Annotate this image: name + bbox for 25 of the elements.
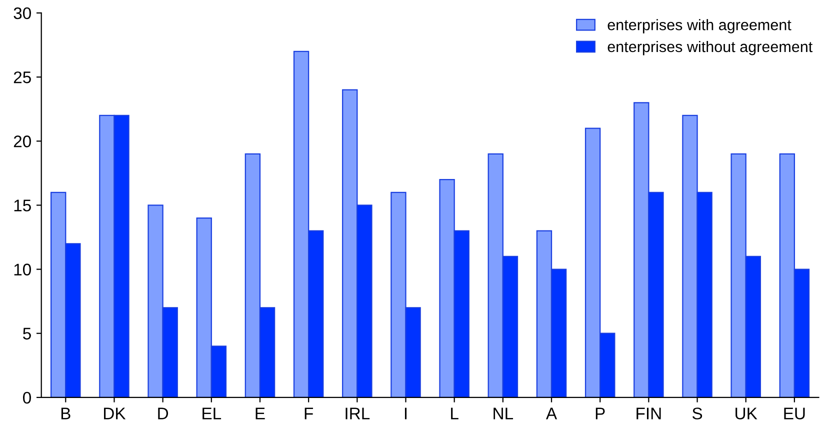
x-tick-label: EU bbox=[784, 408, 805, 420]
y-tick-label: 10 bbox=[14, 264, 31, 276]
x-tick-label: UK bbox=[736, 408, 758, 420]
x-tick-label: B bbox=[61, 408, 70, 420]
x-tick-label: A bbox=[546, 408, 558, 420]
x-tick-label: FIN bbox=[636, 408, 661, 420]
x-tick-label: S bbox=[692, 408, 702, 420]
y-tick-label: 0 bbox=[23, 392, 31, 404]
legend-label: enterprises without agreement bbox=[608, 40, 813, 56]
x-tick-label: E bbox=[256, 408, 265, 420]
x-tick-label: I bbox=[404, 408, 407, 420]
legend-label: enterprises with agreement bbox=[608, 19, 792, 34]
x-tick-label: DK bbox=[104, 408, 126, 420]
y-tick-label: 5 bbox=[23, 328, 31, 340]
x-tick-label: IRL bbox=[346, 408, 370, 420]
x-tick-label: D bbox=[158, 408, 168, 420]
x-tick-label: NL bbox=[494, 408, 514, 420]
x-tick-label: F bbox=[304, 408, 313, 420]
y-tick-label: 25 bbox=[14, 71, 31, 84]
y-tick-label: 20 bbox=[14, 136, 31, 148]
x-tick-label: EL bbox=[202, 408, 222, 420]
x-tick-label: L bbox=[451, 408, 458, 420]
y-tick-label: 30 bbox=[14, 7, 31, 20]
y-tick-label: 15 bbox=[14, 200, 31, 212]
x-tick-label: P bbox=[596, 408, 605, 420]
